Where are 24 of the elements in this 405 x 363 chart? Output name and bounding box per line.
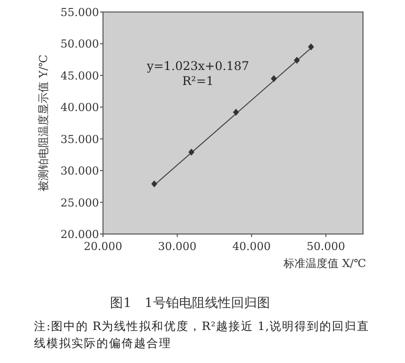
y-tick-label: 30.000: [60, 164, 99, 178]
y-tick-label: 45.000: [60, 69, 99, 82]
x-axis-title: 标准温度值 X/℃: [282, 257, 366, 270]
annotation: R²=1: [182, 74, 214, 88]
y-tick-label: 55.000: [60, 6, 99, 19]
point: [308, 43, 314, 50]
point: [294, 56, 300, 64]
point: [270, 75, 277, 82]
y-tick-label: 35.000: [60, 132, 99, 146]
point: [151, 180, 158, 188]
x-tick-label: 40.000: [232, 240, 271, 253]
y-tick-label: 25.000: [60, 196, 99, 210]
y-tick-label: 50.000: [60, 38, 99, 51]
point: [232, 108, 239, 116]
y-tick-label: 20.000: [60, 228, 99, 241]
x-tick-label: 20.000: [84, 240, 122, 253]
annotation: y=1.023x+0.187: [146, 59, 250, 73]
point: [188, 148, 194, 156]
text: 注:图中的 R为线性拟和优度，R²越接近 1,说明得到的回归直线模拟实际的偏倚越合理: [34, 318, 371, 352]
y-axis-title: 被测铂电阻温度显示值 Y/℃: [37, 54, 50, 192]
x-tick-label: 30.000: [158, 240, 197, 253]
x-tick-label: 50.000: [306, 240, 346, 253]
text: 图1 1号铂电阻线性回归图: [110, 296, 270, 311]
y-tick-label: 40.000: [60, 101, 99, 114]
